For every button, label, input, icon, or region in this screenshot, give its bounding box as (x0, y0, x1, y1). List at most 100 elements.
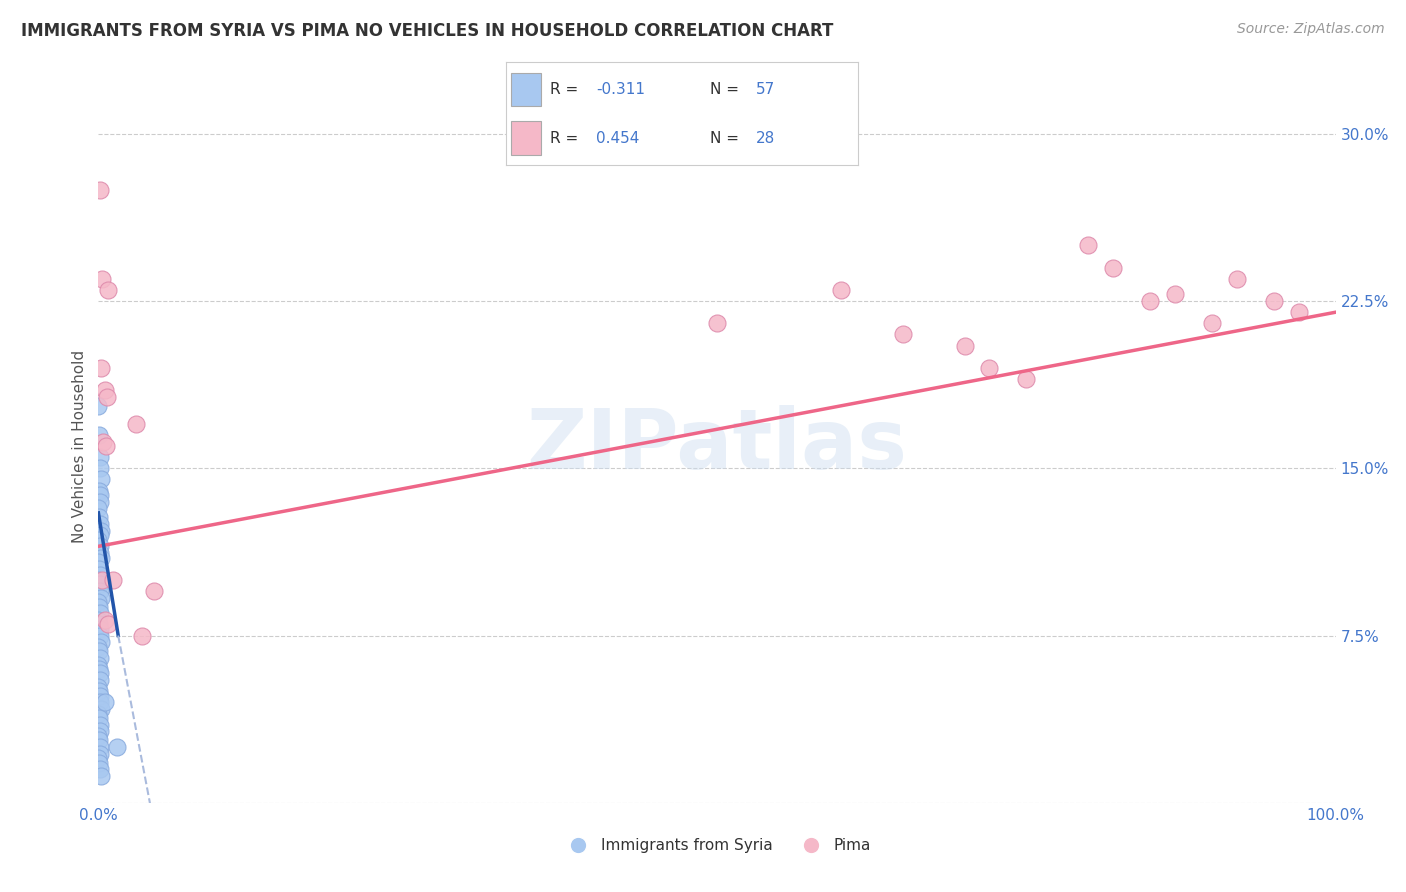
Point (89, 577, 111, 591)
Point (89, 622, 111, 636)
Text: R =: R = (550, 81, 583, 96)
Point (89, 689, 111, 703)
Text: N =: N = (710, 130, 744, 145)
Point (979, 360, 1001, 375)
Point (143, 583, 166, 598)
Text: 57: 57 (756, 81, 775, 96)
Point (89, 461, 111, 475)
Point (87, 662, 110, 676)
Point (87, 573, 110, 587)
Point (97, 283, 120, 297)
Point (830, 283, 852, 297)
Point (96, 390, 118, 404)
Point (90, 702, 112, 716)
Point (89, 539, 111, 553)
Point (87, 595, 110, 609)
Point (91, 573, 114, 587)
Point (103, 573, 125, 587)
Text: R =: R = (550, 130, 583, 145)
Text: -0.311: -0.311 (596, 81, 645, 96)
Point (89, 747, 111, 761)
Point (93, 613, 115, 627)
Point (87, 756, 110, 770)
Point (89, 488, 111, 502)
Point (89, 583, 111, 598)
Point (97, 617, 120, 632)
Legend: Immigrants from Syria, Pima: Immigrants from Syria, Pima (557, 832, 877, 859)
FancyBboxPatch shape (512, 73, 541, 106)
Text: IMMIGRANTS FROM SYRIA VS PIMA NO VEHICLES IN HOUSEHOLD CORRELATION CHART: IMMIGRANTS FROM SYRIA VS PIMA NO VEHICLE… (21, 22, 834, 40)
Point (87, 501, 110, 516)
Point (87, 483, 110, 498)
Point (93, 384, 115, 398)
Text: 28: 28 (756, 130, 775, 145)
Point (87, 555, 110, 569)
Point (89, 494, 111, 508)
Point (87, 680, 110, 694)
Point (89, 546, 111, 560)
Point (90, 524, 112, 538)
Point (89, 666, 111, 681)
Point (87, 733, 110, 747)
Point (131, 628, 153, 642)
Point (1102, 260, 1125, 275)
Point (89, 628, 111, 642)
Point (1201, 317, 1223, 331)
Point (90, 473, 112, 487)
Point (89, 673, 111, 687)
Point (87, 599, 110, 614)
Point (87, 644, 110, 658)
Point (90, 360, 112, 375)
Point (1077, 238, 1099, 252)
Point (93, 696, 115, 710)
Point (87, 711, 110, 725)
Point (89, 717, 111, 731)
Point (87, 640, 110, 654)
Text: ZIPatlas: ZIPatlas (527, 406, 907, 486)
Point (93, 434, 115, 449)
Point (87, 510, 110, 524)
Point (953, 338, 976, 352)
Point (124, 417, 146, 431)
Point (90, 769, 112, 783)
Point (94, 439, 117, 453)
Point (1226, 271, 1249, 285)
Point (1288, 305, 1310, 319)
Point (89, 762, 111, 776)
Point (90, 550, 112, 565)
Point (87, 399, 110, 413)
Point (1263, 293, 1285, 308)
FancyBboxPatch shape (512, 121, 541, 155)
Point (87, 613, 110, 627)
Point (91, 271, 114, 285)
Text: N =: N = (710, 81, 744, 96)
Point (89, 528, 111, 542)
Point (87, 657, 110, 672)
Point (87, 617, 110, 632)
Point (706, 317, 728, 331)
Text: 0.454: 0.454 (596, 130, 640, 145)
Point (89, 607, 111, 621)
Point (89, 696, 111, 710)
Point (89, 517, 111, 532)
Point (89, 182, 111, 196)
Text: Source: ZipAtlas.com: Source: ZipAtlas.com (1237, 22, 1385, 37)
Point (89, 568, 111, 582)
Point (90, 635, 112, 649)
Point (87, 706, 110, 721)
Point (1139, 293, 1161, 308)
Point (87, 684, 110, 698)
Point (89, 450, 111, 464)
Point (87, 562, 110, 576)
Point (89, 724, 111, 739)
Point (87, 533, 110, 547)
Point (90, 591, 112, 605)
Point (87, 428, 110, 442)
Point (87, 729, 110, 743)
Point (89, 740, 111, 755)
Point (891, 327, 914, 342)
Point (87, 751, 110, 765)
Point (89, 651, 111, 665)
Point (105, 740, 128, 755)
Point (1164, 287, 1187, 301)
